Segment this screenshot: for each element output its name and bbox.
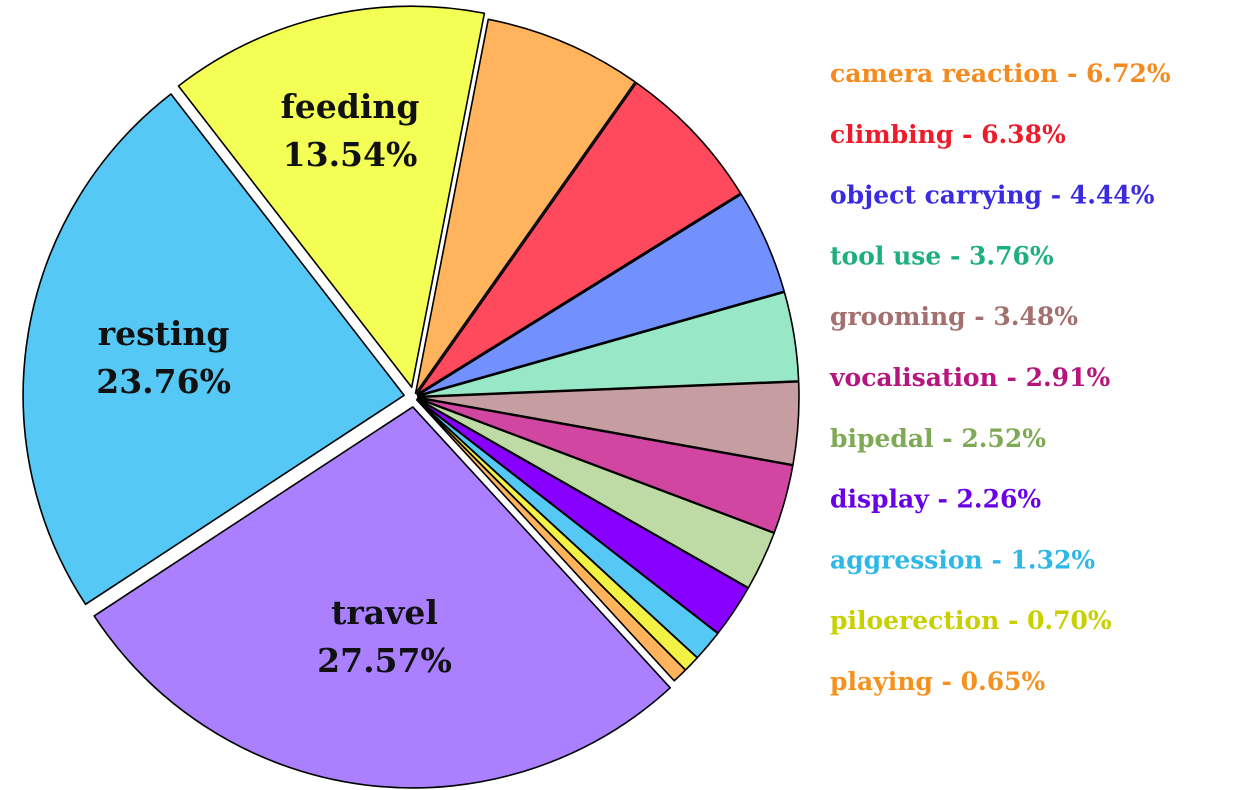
- legend-entry-aggression: aggression - 1.32%: [830, 545, 1095, 574]
- slice-feeding: [177, 5, 486, 389]
- legend: camera reaction - 6.72% climbing - 6.38% o…: [829, 59, 1171, 696]
- legend-entry-bipedal: bipedal - 2.52%: [830, 424, 1046, 453]
- pie-slices: [22, 5, 800, 789]
- slice-object-carrying: [416, 193, 785, 397]
- slice-resting: [22, 93, 405, 606]
- slice-playing: [415, 399, 687, 682]
- slice-grooming: [417, 381, 800, 466]
- legend-entry-playing: playing - 0.65%: [830, 667, 1046, 696]
- slice-camera-reaction: [414, 18, 636, 395]
- pie-inside-labels: travel 27.57% resting 23.76% feeding 13.54%: [96, 87, 452, 680]
- legend-entry-display: display - 2.26%: [830, 485, 1041, 514]
- slice-label-feeding: feeding: [281, 87, 420, 126]
- slice-travel: [93, 406, 671, 789]
- slice-label-resting: resting: [98, 314, 230, 353]
- legend-entry-vocalisation: vocalisation - 2.91%: [829, 363, 1110, 392]
- slice-percent-travel: 27.57%: [317, 641, 452, 680]
- slice-percent-feeding: 13.54%: [283, 135, 418, 174]
- slice-climbing: [416, 82, 742, 396]
- legend-entry-camera-reaction: camera reaction - 6.72%: [830, 59, 1171, 88]
- slice-label-travel: travel: [331, 593, 438, 632]
- slice-tool-use: [417, 291, 800, 398]
- legend-entry-object-carrying: object carrying - 4.44%: [830, 181, 1155, 210]
- legend-entry-tool-use: tool use - 3.76%: [830, 241, 1054, 270]
- legend-entry-piloerection: piloerection - 0.70%: [830, 606, 1112, 635]
- legend-entry-grooming: grooming - 3.48%: [830, 302, 1078, 331]
- slice-percent-resting: 23.76%: [96, 362, 231, 401]
- legend-entry-climbing: climbing - 6.38%: [830, 120, 1066, 149]
